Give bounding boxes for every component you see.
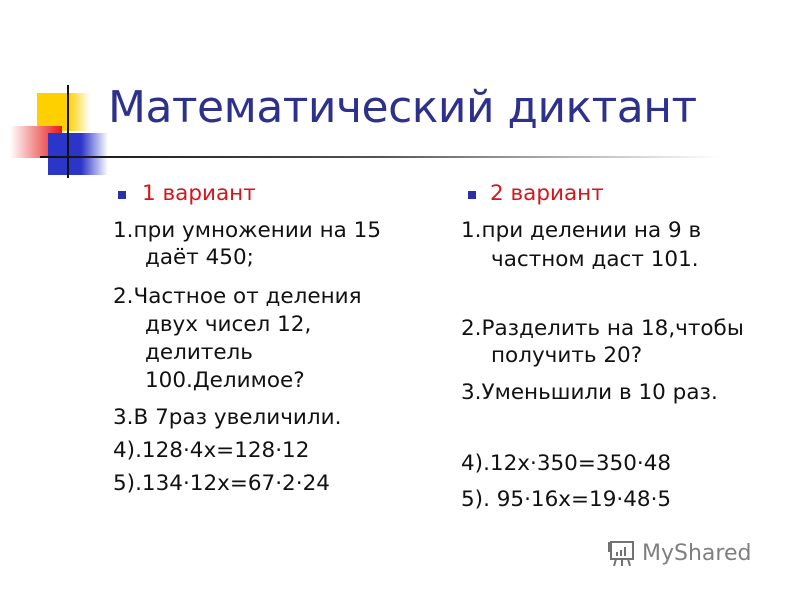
left-line: 3.В 7раз увеличили. bbox=[113, 405, 342, 430]
right-line: получить 20? bbox=[491, 343, 643, 368]
presentation-board-icon bbox=[608, 541, 634, 567]
watermark: MyShared bbox=[606, 538, 751, 568]
right-line: 5). 95·16х=19·48·5 bbox=[461, 487, 672, 512]
right-line: 3.Уменьшили в 10 раз. bbox=[461, 380, 718, 405]
variant-1-heading: 1 вариант bbox=[142, 181, 256, 206]
left-line: 1.при умножении на 15 bbox=[113, 218, 382, 243]
right-line: 4).12х·350=350·48 bbox=[461, 451, 672, 476]
watermark-text: MyShared bbox=[642, 540, 752, 566]
right-line: 1.при делении на 9 в bbox=[461, 218, 702, 243]
left-line: 2.Частное от деления bbox=[113, 284, 362, 309]
bullet-icon bbox=[468, 191, 476, 199]
left-line: 100.Делимое? bbox=[145, 368, 305, 393]
left-line: 5).134·12х=67·2·24 bbox=[113, 471, 330, 496]
bullet-icon bbox=[118, 191, 126, 199]
slide-title: Математический диктант bbox=[108, 82, 697, 133]
decor-blue-square bbox=[48, 133, 108, 175]
right-line: 2.Разделить на 18,чтобы bbox=[461, 316, 744, 341]
decor-horizontal-line bbox=[40, 156, 720, 158]
right-line: частном даст 101. bbox=[491, 247, 699, 272]
variant-2-heading: 2 вариант bbox=[490, 181, 604, 206]
left-line: 4).128·4х=128·12 bbox=[113, 438, 310, 463]
decor-yellow-square bbox=[37, 93, 90, 131]
left-line: делитель bbox=[145, 340, 253, 365]
decor-vertical-line bbox=[67, 85, 69, 178]
left-line: даёт 450; bbox=[145, 245, 254, 270]
left-line: двух чисел 12, bbox=[145, 312, 312, 337]
